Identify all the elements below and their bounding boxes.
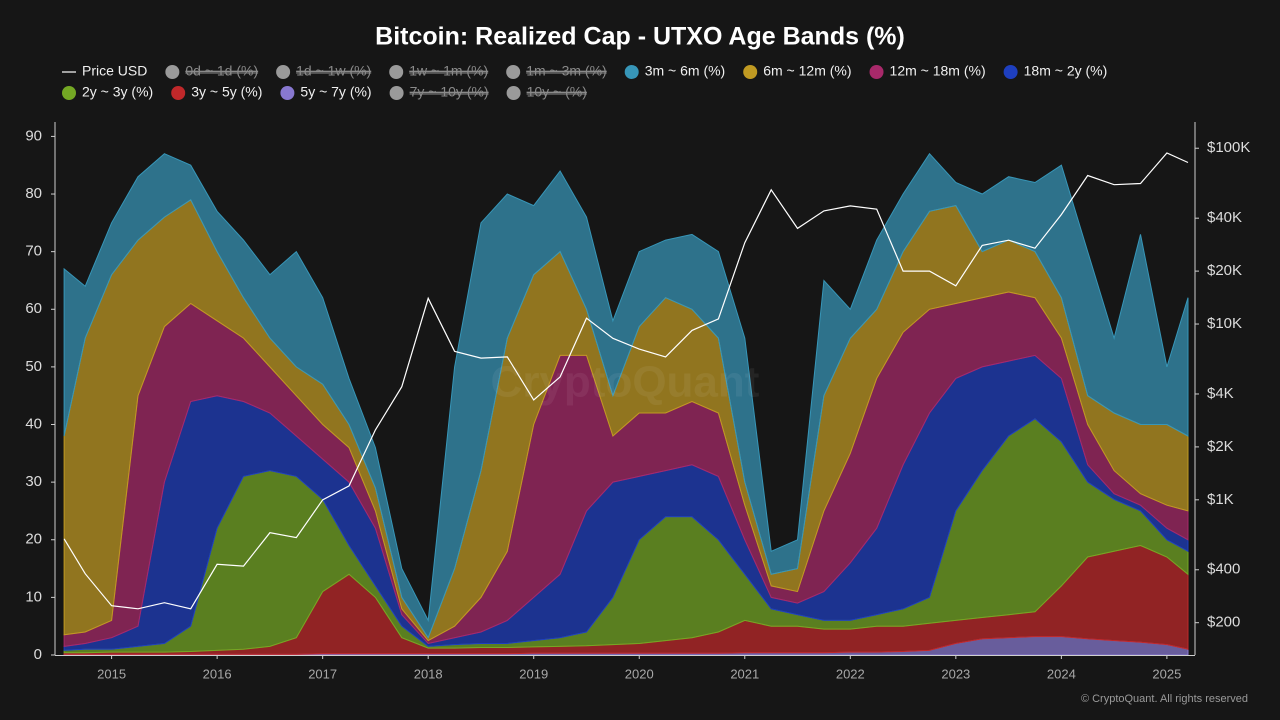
x-tick-label: 2020 [625,666,654,681]
legend-item[interactable]: 1w ~ 1m (%) [389,63,489,79]
legend-dot [1003,65,1018,79]
legend-dot [506,86,521,100]
legend: Price USD 0d ~ 1d (%) 1d ~ 1w (%) 1w ~ 1m (… [62,63,1107,100]
legend-dot [624,65,639,79]
legend-dot [869,65,884,79]
legend-label: 1w ~ 1m (%) [409,63,488,79]
y-tick-label: 10 [25,588,42,605]
legend-item[interactable]: 6m ~ 12m (%) [743,63,852,79]
y2-tick-label: $400 [1207,561,1240,578]
legend-item[interactable]: 3y ~ 5y (%) [171,84,262,100]
legend-item[interactable]: 18m ~ 2y (%) [1003,63,1108,79]
legend-label: 1d ~ 1w (%) [296,63,371,79]
legend-dot [389,86,404,100]
x-tick-label: 2021 [730,666,759,681]
legend-label: 10y ~ (%) [527,84,587,100]
legend-dot [506,65,521,79]
legend-label: 7y ~ 10y (%) [410,84,489,100]
legend-dot [280,86,295,100]
y-tick-label: 40 [25,415,42,432]
legend-item[interactable]: 7y ~ 10y (%) [389,84,489,100]
legend-dot [276,65,291,79]
y-tick-label: 50 [25,358,42,375]
y-tick-label: 0 [34,646,42,663]
y2-tick-label: $10K [1207,315,1242,332]
legend-dot [743,65,758,79]
legend-dot [389,65,404,79]
price-line [63,152,1189,610]
y2-tick-label: $1K [1207,491,1234,508]
y-tick-label: 20 [25,531,42,548]
legend-item[interactable]: 3m ~ 6m (%) [624,63,726,79]
y2-tick-label: $20K [1207,262,1242,279]
legend-dot [165,65,180,79]
x-tick-label: 2024 [1047,666,1076,681]
legend-label: 12m ~ 18m (%) [890,63,986,79]
legend-item[interactable]: 0d ~ 1d (%) [165,63,259,79]
legend-label: 5y ~ 7y (%) [300,84,371,100]
legend-label: 3y ~ 5y (%) [191,84,262,100]
x-tick-label: 2015 [97,666,126,681]
legend-item[interactable]: Price USD [62,63,147,79]
x-tick-label: 2022 [836,666,865,681]
legend-item[interactable]: 5y ~ 7y (%) [280,84,372,100]
plot-area [63,152,1189,656]
legend-item[interactable]: 2y ~ 3y (%) [62,84,153,100]
x-tick-label: 2025 [1152,666,1181,681]
legend-item[interactable]: 10y ~ (%) [506,84,587,100]
y2-tick-label: $200 [1207,614,1240,631]
y2-tick-label: $40K [1207,209,1242,226]
y-tick-label: 70 [25,243,42,260]
legend-label: 3m ~ 6m (%) [645,63,726,79]
y2-tick-label: $4K [1207,385,1234,402]
watermark: CryptoQuant [491,358,760,407]
legend-item[interactable]: 1d ~ 1w (%) [276,63,372,79]
legend-label: 1m ~ 3m (%) [526,63,607,79]
x-tick-label: 2017 [308,666,337,681]
legend-label: 6m ~ 12m (%) [763,63,851,79]
area-band [63,152,1189,639]
x-tick-label: 2018 [414,666,443,681]
y-tick-label: 60 [25,300,42,317]
y-tick-label: 90 [25,127,42,144]
chart-title: Bitcoin: Realized Cap - UTXO Age Bands (… [375,23,905,51]
y2-tick-label: $100K [1207,139,1250,156]
y2-tick-label: $2K [1207,438,1234,455]
legend-dot [62,86,76,100]
footer: © CryptoQuant. All rights reserved [1081,693,1248,705]
legend-label: Price USD [82,63,147,79]
legend-label: 2y ~ 3y (%) [82,84,153,100]
legend-item[interactable]: 1m ~ 3m (%) [506,63,607,79]
y-tick-label: 30 [25,473,42,490]
legend-item[interactable]: 12m ~ 18m (%) [869,63,986,79]
legend-label: 0d ~ 1d (%) [185,63,258,79]
x-tick-label: 2016 [203,666,232,681]
legend-label: 18m ~ 2y (%) [1024,63,1108,79]
y-tick-label: 80 [25,185,42,202]
x-tick-label: 2023 [941,666,970,681]
x-tick-label: 2019 [519,666,548,681]
legend-dot [171,86,186,100]
